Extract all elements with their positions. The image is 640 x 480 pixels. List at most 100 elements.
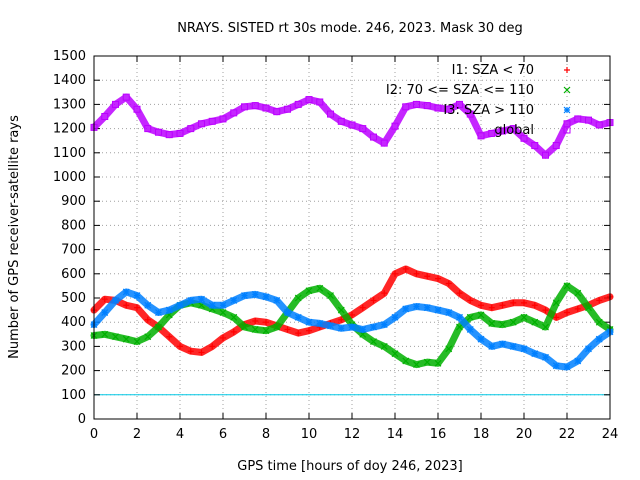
data-point (122, 288, 130, 296)
data-point (295, 330, 302, 337)
data-point (209, 343, 216, 350)
data-point (327, 322, 334, 330)
data-point (177, 343, 183, 350)
data-point (230, 296, 238, 304)
data-point (305, 318, 313, 326)
data-point (413, 303, 420, 310)
data-point (359, 125, 367, 133)
data-point (230, 328, 237, 335)
data-point (434, 359, 442, 367)
series-global (90, 93, 614, 159)
data-point (542, 323, 549, 331)
data-point (370, 338, 377, 345)
y-tick-label: 100 (61, 388, 86, 403)
data-point (509, 125, 517, 133)
data-point (456, 100, 463, 108)
data-point (273, 296, 281, 304)
legend-label: I2: 70 <= SZA <= 110 (386, 83, 534, 98)
data-point (273, 108, 281, 116)
data-point (402, 305, 410, 313)
data-point (101, 330, 109, 338)
data-point (510, 299, 517, 306)
data-point (423, 358, 431, 366)
data-point (381, 290, 388, 297)
data-point (445, 105, 453, 113)
data-point (198, 295, 205, 303)
data-point (262, 104, 270, 112)
x-axis-label: GPS time [hours of doy 246, 2023] (237, 459, 462, 474)
data-point (198, 120, 205, 128)
data-point (574, 357, 582, 365)
data-point (219, 309, 227, 316)
data-point (499, 321, 506, 329)
data-point (477, 335, 485, 343)
data-point (144, 333, 152, 341)
data-point (391, 313, 399, 321)
y-tick-label: 1100 (53, 146, 86, 161)
data-point (552, 142, 560, 150)
data-point (564, 309, 570, 316)
data-point (251, 290, 259, 298)
data-point (413, 361, 420, 368)
data-point (359, 304, 366, 311)
data-point (521, 299, 527, 306)
x-tick-label: 12 (344, 427, 361, 442)
data-point (574, 289, 582, 297)
data-point (305, 287, 313, 295)
data-point (445, 345, 453, 353)
data-point (413, 100, 420, 108)
data-point (445, 309, 453, 316)
data-point (241, 323, 248, 331)
series-i3-sza-110 (90, 288, 614, 371)
x-tick-label: 2 (133, 427, 141, 442)
y-tick-label: 900 (61, 194, 86, 209)
data-point (531, 318, 539, 326)
data-point (585, 116, 592, 124)
y-tick-label: 800 (61, 218, 86, 233)
legend-label: I1: SZA < 70 (452, 63, 534, 78)
data-point (499, 127, 506, 135)
x-tick-label: 14 (387, 427, 404, 442)
data-point (434, 306, 442, 314)
data-point (294, 294, 302, 302)
x-tick-label: 10 (301, 427, 318, 442)
data-point (456, 313, 463, 321)
data-point (542, 151, 549, 159)
data-point (122, 335, 130, 343)
data-point (187, 125, 195, 133)
data-point (531, 142, 539, 150)
data-point (337, 306, 345, 314)
data-point (423, 102, 431, 110)
data-point (305, 96, 313, 104)
data-point (370, 297, 377, 304)
data-point (306, 327, 312, 334)
data-point (488, 129, 496, 137)
data-point (595, 318, 603, 326)
data-point (499, 302, 506, 309)
data-point (349, 311, 355, 318)
data-point (144, 316, 151, 323)
data-point (456, 290, 463, 297)
data-point (263, 319, 269, 326)
data-point (166, 333, 173, 340)
data-point (101, 113, 109, 120)
data-point (348, 323, 356, 331)
data-point (499, 340, 506, 348)
y-tick-label: 700 (61, 243, 86, 258)
data-point (520, 313, 528, 321)
data-point (101, 296, 108, 303)
data-point (133, 105, 141, 113)
y-tick-label: 600 (61, 267, 86, 282)
data-point (316, 98, 324, 106)
data-point (327, 292, 334, 300)
data-point (585, 304, 592, 312)
chart-title: NRAYS. SISTED rt 30s mode. 246, 2023. Ma… (177, 21, 523, 36)
data-point (165, 306, 173, 314)
data-point (563, 363, 571, 371)
data-point (542, 307, 549, 314)
axis-ticks: 0100200300400500600700800900100011001200… (53, 49, 618, 442)
data-point (220, 334, 226, 341)
x-tick-label: 16 (430, 427, 447, 442)
data-point (467, 297, 474, 304)
